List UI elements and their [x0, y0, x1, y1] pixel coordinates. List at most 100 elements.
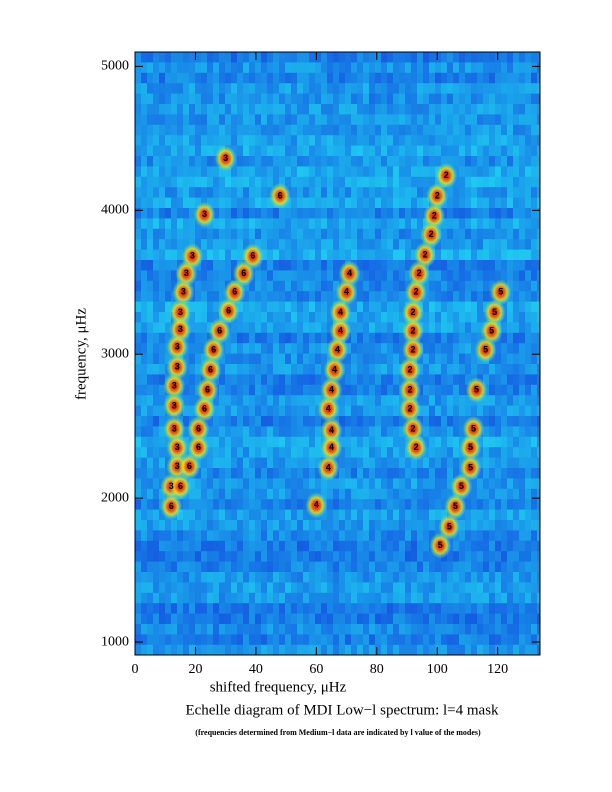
heatmap-cell — [159, 634, 166, 646]
heatmap-cell — [459, 291, 466, 303]
heatmap-cell — [363, 228, 370, 240]
heatmap-cell — [369, 488, 376, 500]
heatmap-cell — [519, 426, 526, 438]
heatmap-cell — [375, 176, 382, 188]
heatmap-cell — [483, 124, 490, 136]
heatmap-cell — [327, 114, 334, 126]
heatmap-cell — [477, 551, 484, 563]
heatmap-cell — [513, 582, 520, 594]
heatmap-cell — [249, 156, 256, 167]
heatmap-cell — [315, 530, 322, 542]
heatmap-cell — [519, 83, 526, 95]
heatmap-cell — [417, 478, 424, 490]
heatmap-cell — [159, 322, 166, 334]
heatmap-cell — [273, 405, 280, 417]
heatmap-cell — [435, 280, 442, 292]
heatmap-cell — [393, 239, 400, 251]
heatmap-cell — [381, 239, 388, 251]
heatmap-cell — [219, 353, 226, 365]
heatmap-cell — [153, 561, 160, 573]
heatmap-cell — [363, 488, 370, 500]
heatmap-cell — [231, 124, 238, 136]
heatmap-cell — [261, 176, 268, 188]
heatmap-cell — [159, 540, 166, 552]
heatmap-cell — [237, 104, 244, 115]
heatmap-cell — [483, 551, 490, 563]
heatmap-cell — [345, 374, 352, 386]
heatmap-cell — [357, 426, 364, 438]
heatmap-cell — [351, 332, 358, 344]
heatmap-cell — [159, 561, 166, 573]
heatmap-cell — [315, 93, 322, 105]
heatmap-cell — [315, 124, 322, 136]
heatmap-cell — [501, 447, 508, 459]
heatmap-cell — [513, 176, 520, 188]
heatmap-cell — [381, 582, 388, 594]
heatmap-cell — [201, 145, 208, 157]
heatmap-cell — [321, 145, 328, 157]
heatmap-cell — [507, 353, 514, 365]
heatmap-cell — [345, 592, 352, 604]
heatmap-cell — [345, 239, 352, 251]
heatmap-cell — [249, 572, 256, 583]
heatmap-cell — [501, 572, 508, 583]
heatmap-cell — [351, 114, 358, 126]
heatmap-cell — [183, 353, 190, 365]
heatmap-cell — [375, 343, 382, 355]
heatmap-cell — [339, 644, 346, 655]
heatmap-cell — [207, 603, 214, 615]
heatmap-cell — [525, 93, 532, 105]
heatmap-cell — [285, 353, 292, 365]
heatmap-cell — [135, 239, 142, 251]
heatmap-cell — [399, 166, 406, 178]
heatmap-cell — [453, 592, 460, 604]
heatmap-cell — [351, 540, 358, 552]
heatmap-cell — [483, 624, 490, 635]
heatmap-cell — [147, 395, 154, 407]
heatmap-cell — [525, 592, 532, 604]
heatmap-cell — [525, 582, 532, 594]
heatmap-cell — [291, 395, 298, 407]
heatmap-cell — [363, 260, 370, 271]
heatmap-cell — [489, 582, 496, 594]
heatmap-cell — [423, 83, 430, 95]
heatmap-cell — [381, 426, 388, 438]
heatmap-cell — [537, 499, 540, 511]
heatmap-cell — [189, 395, 196, 407]
heatmap-cell — [237, 187, 244, 199]
heatmap-cell — [243, 572, 250, 583]
heatmap-cell — [303, 405, 310, 417]
heatmap-cell — [183, 582, 190, 594]
heatmap-cell — [135, 457, 142, 469]
heatmap-cell — [477, 62, 484, 74]
heatmap-cell — [441, 218, 448, 230]
heatmap-cell — [339, 551, 346, 563]
heatmap-cell — [297, 561, 304, 573]
heatmap-cell — [417, 176, 424, 188]
heatmap-cell — [237, 353, 244, 365]
heatmap-cell — [249, 374, 256, 386]
heatmap-cell — [393, 603, 400, 615]
heatmap-cell — [285, 72, 292, 84]
heatmap-cell — [189, 540, 196, 552]
heatmap-cell — [483, 270, 490, 282]
heatmap-cell — [147, 478, 154, 490]
heatmap-cell — [537, 447, 540, 459]
mode-label: 3 — [190, 251, 195, 261]
heatmap-cell — [357, 624, 364, 635]
heatmap-cell — [363, 447, 370, 459]
heatmap-cell — [141, 551, 148, 563]
heatmap-cell — [459, 176, 466, 188]
heatmap-cell — [333, 603, 340, 615]
heatmap-cell — [393, 228, 400, 240]
heatmap-cell — [357, 572, 364, 583]
heatmap-cell — [447, 624, 454, 635]
heatmap-cell — [483, 72, 490, 84]
heatmap-cell — [459, 426, 466, 438]
heatmap-cell — [219, 634, 226, 646]
heatmap-cell — [393, 582, 400, 594]
heatmap-cell — [153, 364, 160, 375]
heatmap-cell — [273, 603, 280, 615]
heatmap-cell — [153, 468, 160, 479]
heatmap-cell — [273, 499, 280, 511]
